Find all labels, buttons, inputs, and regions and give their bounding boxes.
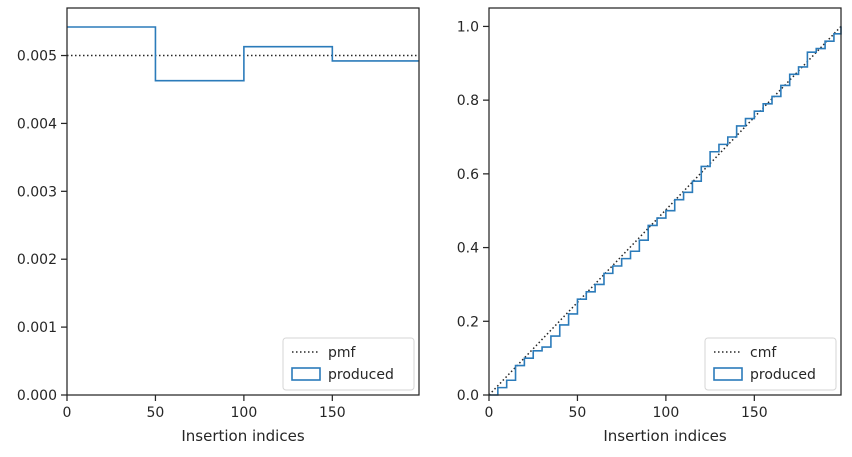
axes-frame <box>488 7 842 396</box>
series-produced-line <box>489 26 842 396</box>
series-cmf-line <box>488 25 842 396</box>
legend-frame <box>704 337 837 391</box>
left-pmf-panel: 0 50 100 150 0.000 0.001 0.002 0.003 0.004 0.005 I… <box>17 7 420 445</box>
legend: cmf produced <box>704 337 837 391</box>
y-tick-label: 1.0 <box>457 19 479 35</box>
legend-cmf-label: cmf <box>750 345 777 361</box>
legend-produced-swatch <box>291 367 321 381</box>
y-tick-label: 0.6 <box>457 167 479 183</box>
x-tick-label: 50 <box>569 405 587 421</box>
y-tick-label: 0.005 <box>17 49 57 65</box>
y-tick-label: 0.000 <box>17 388 57 404</box>
y-tick-label: 0.004 <box>17 116 57 132</box>
axes-frame <box>66 7 420 396</box>
series-produced-line <box>67 26 419 82</box>
y-tick-label: 0.4 <box>457 241 479 257</box>
x-tick-label: 150 <box>741 405 768 421</box>
y-tick-label: 0.0 <box>457 388 479 404</box>
legend: pmf produced <box>282 337 415 391</box>
x-tick-label: 0 <box>485 405 494 421</box>
x-tick-label: 100 <box>231 405 258 421</box>
y-tick-label: 0.002 <box>17 252 57 268</box>
right-cmf-panel: 0 50 100 150 0.0 0.2 0.4 0.6 0.8 1.0 Insertion ind… <box>457 7 842 445</box>
y-tick-label: 0.001 <box>17 320 57 336</box>
y-tick-label: 0.2 <box>457 314 479 330</box>
legend-frame <box>282 337 415 391</box>
x-tick-label: 50 <box>147 405 165 421</box>
legend-produced-label: produced <box>750 367 816 383</box>
x-tick-label: 150 <box>319 405 346 421</box>
x-axis-label: Insertion indices <box>181 427 304 445</box>
legend-produced-label: produced <box>328 367 394 383</box>
legend-produced-swatch <box>713 367 743 381</box>
y-tick-label: 0.003 <box>17 184 57 200</box>
y-tick-label: 0.8 <box>457 93 479 109</box>
legend-pmf-label: pmf <box>328 345 357 361</box>
x-tick-label: 100 <box>653 405 680 421</box>
x-tick-label: 0 <box>63 405 72 421</box>
x-axis-label: Insertion indices <box>603 427 726 445</box>
